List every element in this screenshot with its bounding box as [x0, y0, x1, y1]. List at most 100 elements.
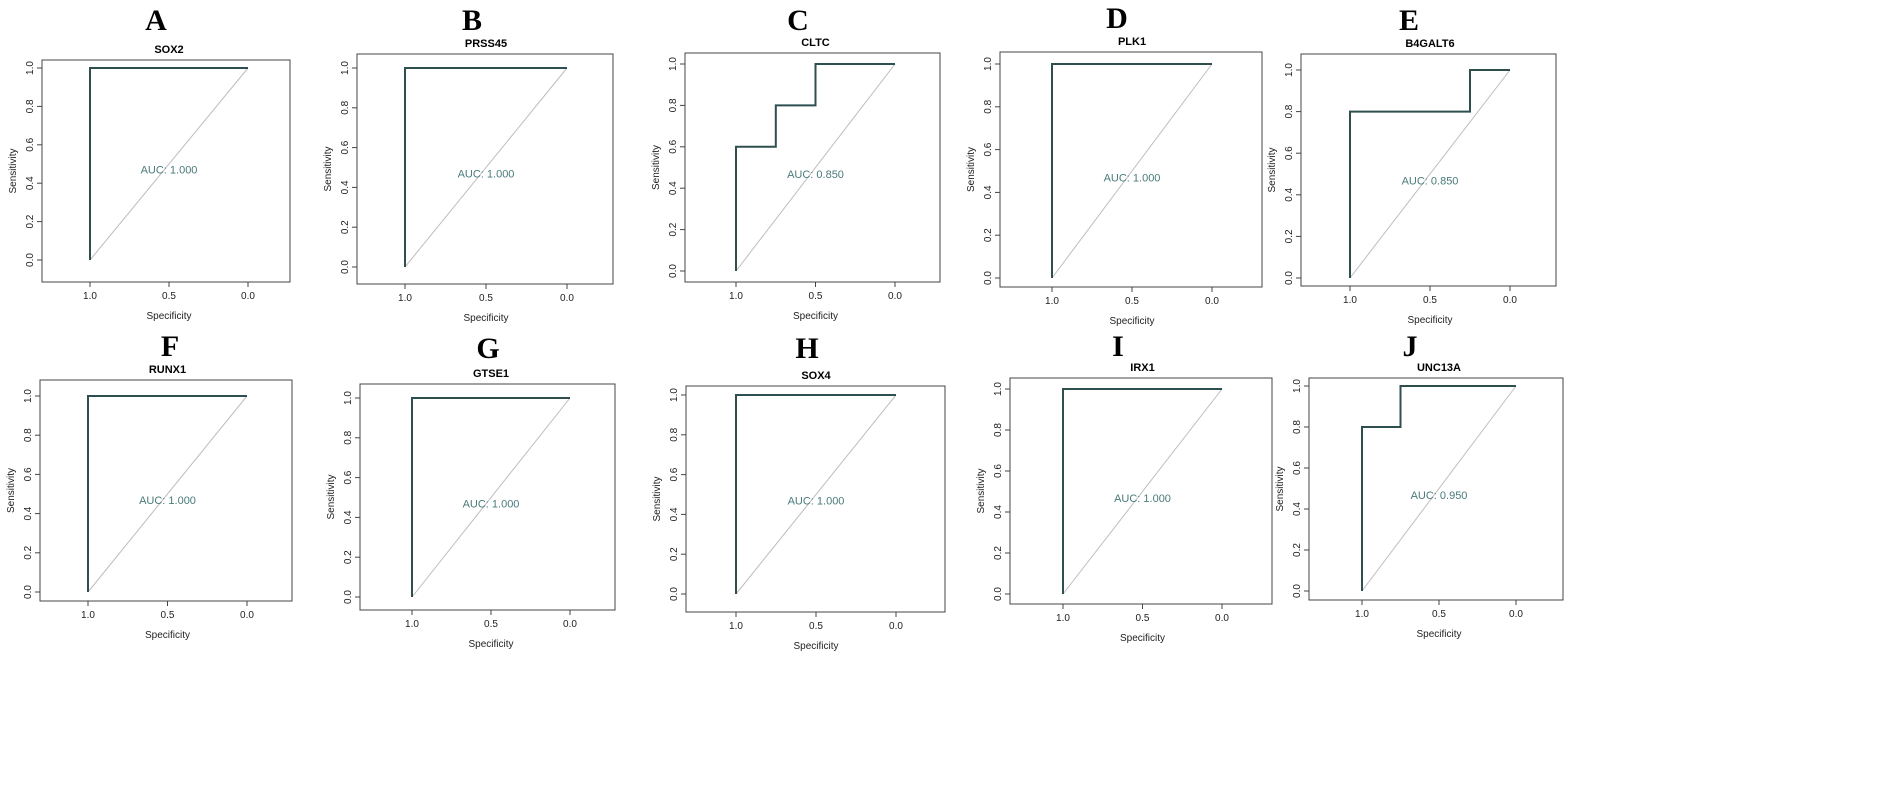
- panel-letter: J: [1403, 330, 1418, 363]
- y-tick-label: 0.6: [668, 139, 679, 153]
- y-tick-label: 0.2: [1292, 543, 1303, 557]
- roc-panel-gtse1: G GTSE1 1.0 0.5 0.0 0.0 0.2 0.4 0.6 0.8 1.0 Specifi…: [326, 332, 616, 650]
- reference-diagonal: [89, 67, 249, 261]
- panel-letter: G: [476, 332, 499, 365]
- y-tick-label: 0.0: [1292, 584, 1303, 598]
- y-tick-label: 0.6: [1292, 461, 1303, 475]
- y-tick-label: 0.8: [1284, 104, 1295, 118]
- x-tick-label: 1.0: [1343, 295, 1357, 306]
- x-axis-label: Specificity: [793, 311, 838, 322]
- reference-diagonal: [1349, 69, 1511, 279]
- chart-title: RUNX1: [149, 364, 186, 376]
- x-tick-label: 0.0: [241, 291, 255, 302]
- y-tick-label: 0.8: [669, 427, 680, 441]
- y-tick-label: 0.6: [343, 470, 354, 484]
- x-axis-label: Specificity: [1109, 316, 1154, 327]
- x-tick-label: 0.5: [809, 621, 823, 632]
- auc-label: AUC: 1.000: [139, 495, 196, 507]
- roc-curve: [411, 397, 570, 597]
- x-tick-label: 0.0: [888, 291, 902, 302]
- roc-panel-sox4: H SOX4 1.0 0.5 0.0 0.0 0.2 0.4 0.6 0.8 1.0 Specific…: [652, 332, 946, 652]
- auc-label: AUC: 1.000: [141, 165, 198, 177]
- y-tick-label: 0.6: [25, 137, 36, 151]
- y-axis-label: Sensitivity: [8, 148, 19, 193]
- y-tick-label: 0.2: [983, 228, 994, 242]
- y-tick-label: 0.8: [23, 428, 34, 442]
- roc-curve: [1062, 388, 1222, 594]
- chart-title: SOX2: [154, 44, 183, 56]
- y-tick-label: 1.0: [25, 61, 36, 75]
- x-axis-label: Specificity: [1407, 315, 1452, 326]
- y-tick-label: 0.8: [1292, 420, 1303, 434]
- panel-letter: E: [1399, 4, 1419, 37]
- auc-label: AUC: 0.850: [787, 169, 844, 181]
- roc-curve: [735, 63, 895, 271]
- plot-frame: [684, 52, 941, 283]
- y-tick-label: 0.4: [1284, 187, 1295, 201]
- y-tick-label: 0.4: [993, 505, 1004, 519]
- y-tick-label: 0.8: [25, 99, 36, 113]
- reference-diagonal: [411, 397, 571, 598]
- y-tick-label: 0.8: [668, 98, 679, 112]
- y-axis-label: Sensitivity: [651, 145, 662, 190]
- x-tick-label: 0.5: [484, 619, 498, 630]
- y-tick-label: 0.2: [23, 545, 34, 559]
- y-tick-label: 0.2: [25, 214, 36, 228]
- y-tick-label: 1.0: [343, 391, 354, 405]
- y-tick-label: 0.4: [343, 510, 354, 524]
- x-tick-label: 1.0: [83, 291, 97, 302]
- panel-letter: D: [1106, 2, 1128, 35]
- plot-frame: [1009, 377, 1273, 605]
- x-tick-label: 1.0: [81, 610, 95, 621]
- y-tick-label: 0.2: [340, 220, 351, 234]
- reference-diagonal: [735, 394, 897, 595]
- x-axis-label: Specificity: [145, 630, 190, 641]
- y-tick-label: 0.0: [340, 260, 351, 274]
- y-tick-label: 0.0: [343, 590, 354, 604]
- chart-title: CLTC: [801, 37, 830, 49]
- panel-letter: B: [462, 4, 482, 37]
- x-axis-label: Specificity: [1416, 629, 1461, 640]
- auc-label: AUC: 0.950: [1411, 490, 1468, 502]
- y-axis-label: Sensitivity: [1267, 147, 1278, 192]
- y-axis-label: Sensitivity: [966, 147, 977, 192]
- y-tick-label: 1.0: [1284, 63, 1295, 77]
- x-tick-label: 0.0: [1205, 296, 1219, 307]
- roc-curve: [735, 394, 896, 594]
- y-tick-label: 0.8: [983, 99, 994, 113]
- plot-frame: [999, 51, 1263, 288]
- y-tick-label: 0.2: [668, 222, 679, 236]
- x-tick-label: 0.5: [162, 291, 176, 302]
- panel-letter: A: [145, 4, 167, 37]
- y-tick-label: 0.6: [23, 467, 34, 481]
- y-tick-label: 0.0: [25, 253, 36, 267]
- chart-title: PRSS45: [465, 38, 507, 50]
- y-tick-label: 0.2: [669, 547, 680, 561]
- x-tick-label: 0.5: [1423, 295, 1437, 306]
- x-tick-label: 0.5: [1136, 613, 1150, 624]
- y-tick-label: 0.6: [1284, 146, 1295, 160]
- x-axis-label: Specificity: [463, 313, 508, 324]
- y-axis-label: Sensitivity: [652, 476, 663, 521]
- y-tick-label: 0.2: [993, 546, 1004, 560]
- auc-label: AUC: 1.000: [458, 168, 515, 180]
- y-tick-label: 1.0: [1292, 379, 1303, 393]
- plot-frame: [359, 383, 616, 611]
- y-tick-label: 1.0: [23, 389, 34, 403]
- reference-diagonal: [1051, 63, 1213, 279]
- y-tick-label: 0.0: [23, 585, 34, 599]
- x-tick-label: 1.0: [729, 621, 743, 632]
- x-tick-label: 0.0: [889, 621, 903, 632]
- x-tick-label: 1.0: [1355, 609, 1369, 620]
- auc-label: AUC: 0.850: [1402, 175, 1459, 187]
- x-tick-label: 0.0: [563, 619, 577, 630]
- y-tick-label: 0.0: [669, 587, 680, 601]
- y-tick-label: 1.0: [993, 382, 1004, 396]
- y-tick-label: 0.4: [668, 181, 679, 195]
- reference-diagonal: [87, 395, 248, 593]
- chart-title: B4GALT6: [1405, 38, 1454, 50]
